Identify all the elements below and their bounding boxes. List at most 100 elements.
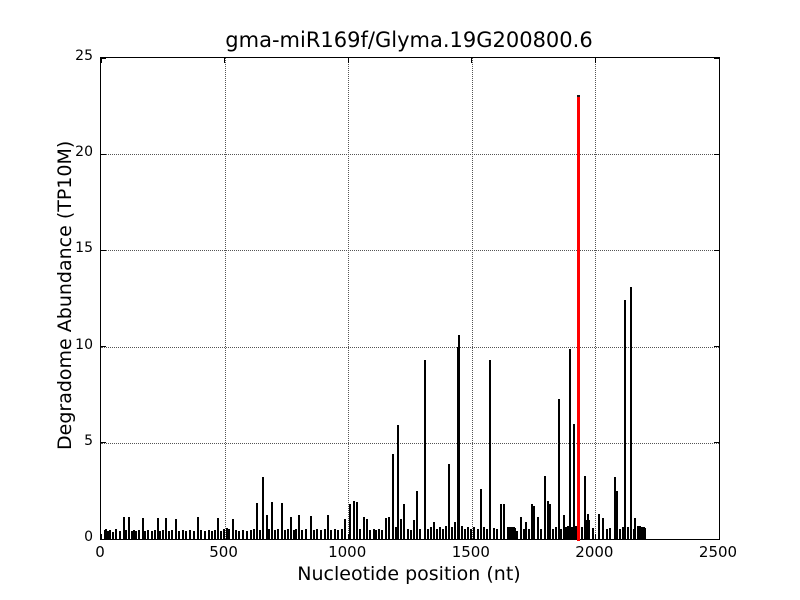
bar <box>203 531 206 539</box>
bar <box>591 528 594 539</box>
x-tick-mark <box>347 534 349 539</box>
bar <box>188 530 191 539</box>
x-tick-label: 1000 <box>328 543 367 561</box>
bar <box>458 335 461 539</box>
bar <box>245 531 248 539</box>
y-gridline <box>101 346 719 348</box>
bar <box>135 531 138 539</box>
bar <box>280 503 283 539</box>
bar <box>519 516 522 539</box>
x-tick-label: 500 <box>209 543 238 561</box>
bar <box>365 518 368 539</box>
bar <box>341 529 344 539</box>
bar <box>348 504 351 539</box>
bar <box>418 529 421 539</box>
bar <box>228 529 231 539</box>
bar <box>489 360 492 539</box>
y-tick-mark <box>714 57 719 59</box>
bar <box>144 531 146 539</box>
bar <box>629 286 632 539</box>
bar <box>445 525 448 539</box>
bar <box>547 500 550 539</box>
bar <box>344 518 347 539</box>
bar <box>496 529 498 539</box>
bar <box>460 525 463 539</box>
bar <box>640 527 643 539</box>
bar <box>516 531 519 539</box>
y-tick-label: 25 <box>75 48 93 64</box>
bar <box>130 531 133 539</box>
bar <box>524 521 527 539</box>
bar <box>492 528 495 539</box>
bar <box>463 529 466 539</box>
bar <box>511 527 514 539</box>
bar <box>387 516 390 539</box>
bar <box>286 529 289 539</box>
bar <box>372 529 375 539</box>
bar <box>415 490 418 539</box>
bar <box>621 527 624 539</box>
bar <box>554 527 557 539</box>
bar <box>638 526 641 539</box>
bar <box>508 527 511 539</box>
bar <box>466 527 469 539</box>
bar <box>522 529 525 539</box>
bar <box>292 530 295 539</box>
bar <box>298 514 301 539</box>
bar <box>644 528 647 539</box>
bar <box>476 529 479 539</box>
bar <box>258 530 261 539</box>
bar <box>123 516 126 539</box>
bar <box>470 529 473 539</box>
bar <box>549 504 552 539</box>
y-tick-mark <box>101 442 106 444</box>
bar <box>295 529 298 539</box>
y-tick-mark <box>714 538 719 540</box>
y-tick-mark <box>101 538 106 540</box>
bar <box>403 504 406 539</box>
bar <box>119 531 122 539</box>
bar <box>309 515 312 539</box>
x-tick-mark <box>100 534 102 539</box>
bar <box>433 521 436 539</box>
x-tick-mark <box>594 534 596 539</box>
bar <box>569 348 572 539</box>
bar <box>378 529 381 539</box>
bar <box>132 530 135 539</box>
bar <box>571 527 574 539</box>
bar <box>150 531 153 539</box>
bar <box>249 530 252 539</box>
x-gridline <box>348 58 350 539</box>
bar <box>329 530 332 539</box>
y-tick-label: 5 <box>84 432 93 449</box>
bar <box>442 529 445 539</box>
y-gridline <box>101 250 719 252</box>
bar <box>409 530 412 539</box>
bar <box>185 531 188 539</box>
bar <box>430 527 432 539</box>
x-tick-mark <box>594 58 596 63</box>
bar <box>499 504 502 539</box>
bar <box>601 517 604 539</box>
bar <box>323 529 326 539</box>
bar <box>586 513 589 539</box>
bar <box>573 423 576 539</box>
bar <box>575 525 578 539</box>
bar <box>255 503 258 539</box>
x-tick-mark <box>718 534 720 539</box>
bar <box>265 514 268 539</box>
bar <box>385 517 388 539</box>
bar <box>580 527 583 539</box>
bar <box>616 490 619 539</box>
x-gridline <box>471 58 473 539</box>
bar <box>219 531 222 539</box>
y-gridline <box>101 154 719 156</box>
bar <box>369 530 372 539</box>
bar <box>211 531 214 539</box>
cleavage-site-bar <box>577 94 581 541</box>
bar <box>261 477 264 539</box>
bar <box>642 527 645 539</box>
bar <box>242 530 245 539</box>
x-tick-label: 1500 <box>451 543 490 561</box>
